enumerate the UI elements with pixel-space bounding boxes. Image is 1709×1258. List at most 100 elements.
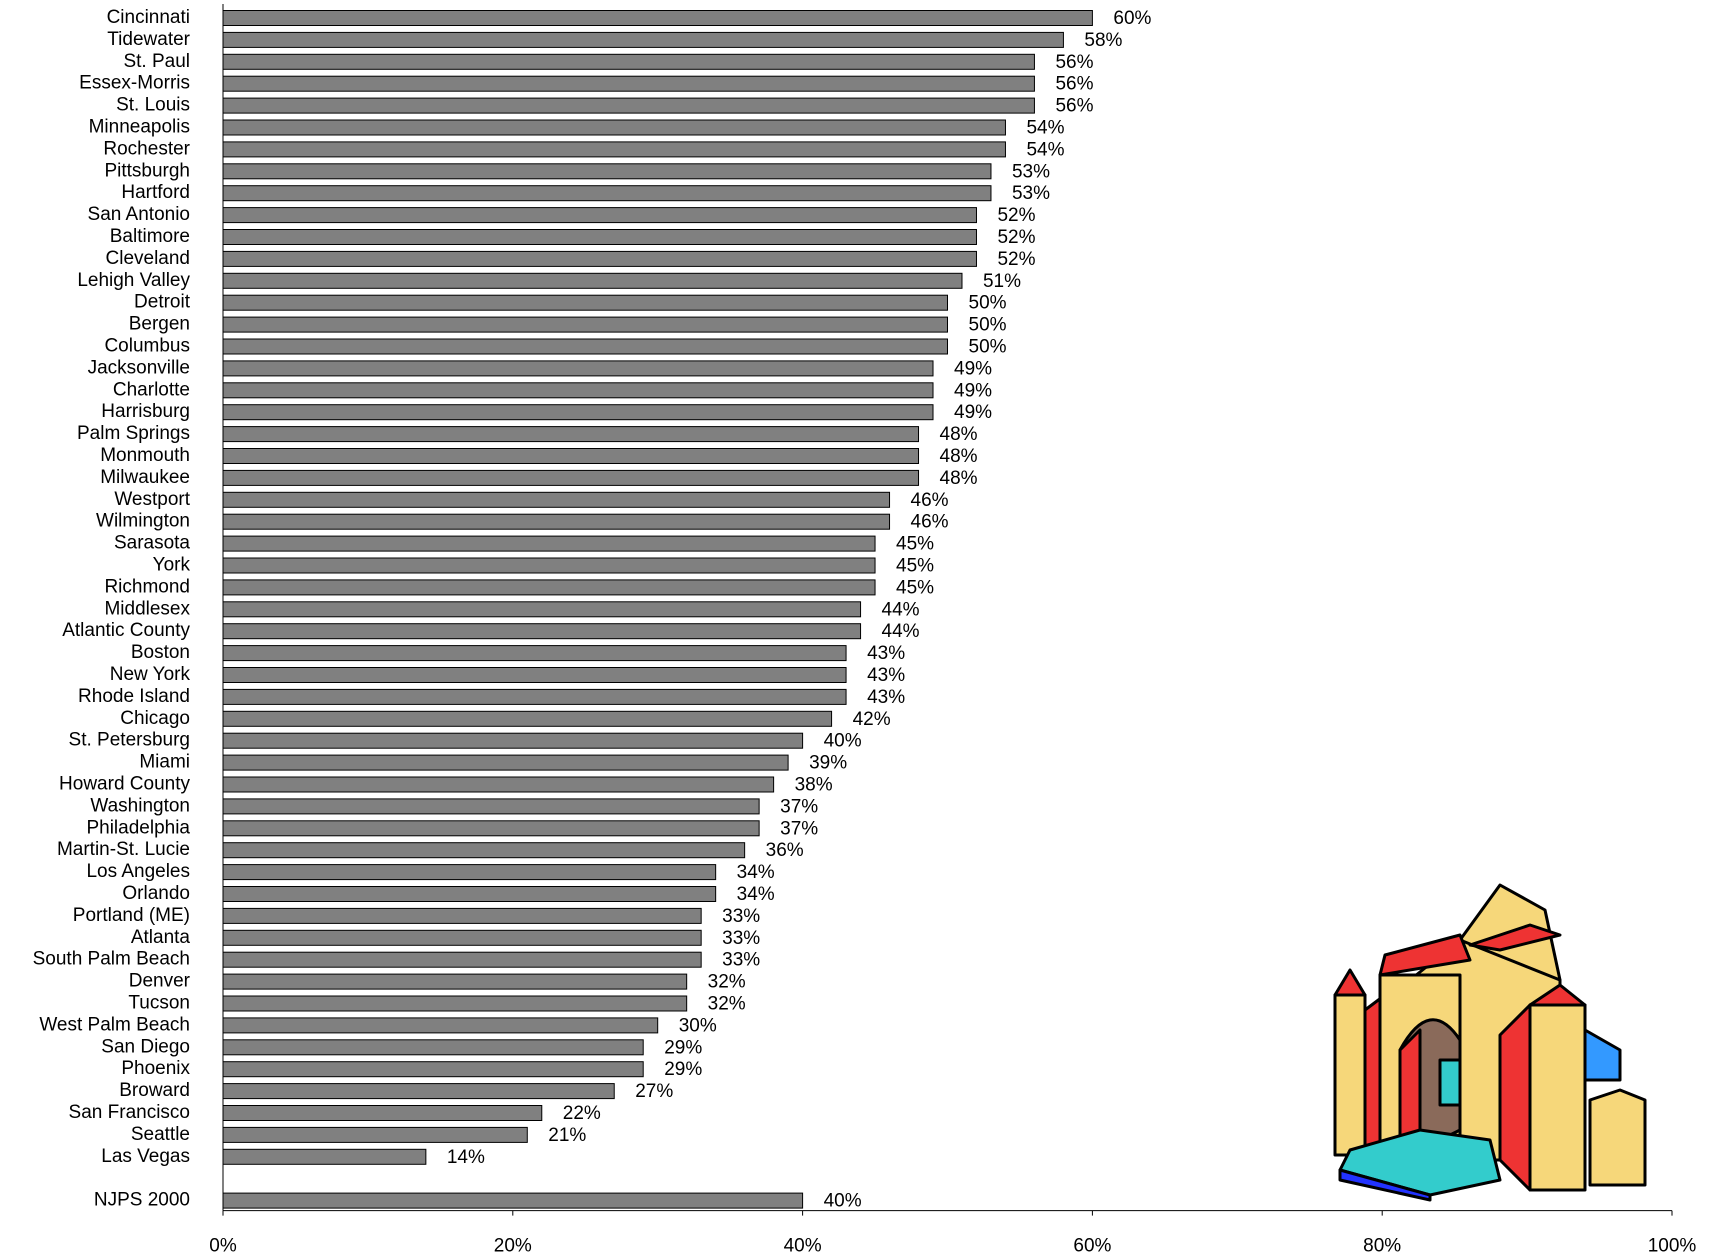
category-label: Philadelphia <box>86 817 190 838</box>
category-label: St. Paul <box>123 51 190 72</box>
value-label: 53% <box>1012 161 1050 182</box>
value-label: 46% <box>911 490 949 511</box>
bar <box>222 929 702 946</box>
value-label: 45% <box>896 556 934 577</box>
category-label: Boston <box>131 642 190 663</box>
category-label: Martin-St. Lucie <box>57 839 190 860</box>
value-label: 43% <box>867 643 905 664</box>
category-label: Cleveland <box>106 248 191 269</box>
bar <box>222 53 1035 70</box>
value-label: 51% <box>983 271 1021 292</box>
category-label: Essex-Morris <box>79 73 190 94</box>
bar <box>222 645 847 662</box>
bar <box>222 951 702 968</box>
x-tick-label: 60% <box>1073 1236 1111 1257</box>
bar <box>222 185 992 202</box>
value-label: 30% <box>679 1015 717 1036</box>
bar <box>222 1017 659 1034</box>
value-label: 40% <box>824 1191 862 1212</box>
category-label: Bergen <box>129 314 190 335</box>
value-label: 45% <box>896 577 934 598</box>
category-label: Pittsburgh <box>104 160 190 181</box>
bar <box>222 1083 615 1100</box>
bar <box>222 798 760 815</box>
value-label: 33% <box>722 950 760 971</box>
bar <box>222 10 1093 26</box>
value-label: 58% <box>1084 30 1122 51</box>
bar <box>222 97 1035 114</box>
category-label: Orlando <box>122 883 190 904</box>
value-label: 32% <box>708 972 746 993</box>
category-label: New York <box>110 664 191 685</box>
bar <box>222 688 847 705</box>
bar <box>222 1126 528 1143</box>
value-label: 42% <box>853 709 891 730</box>
value-label: 50% <box>969 293 1007 314</box>
value-label: 48% <box>940 468 978 489</box>
bar <box>222 513 891 530</box>
category-label: West Palm Beach <box>39 1014 190 1035</box>
category-label: Denver <box>129 971 191 992</box>
value-label: 45% <box>896 534 934 555</box>
category-label: San Antonio <box>88 204 190 225</box>
value-label: 29% <box>664 1037 702 1058</box>
value-label: 49% <box>954 402 992 423</box>
category-label: Minneapolis <box>89 117 190 138</box>
bar <box>222 316 948 333</box>
category-label: Jacksonville <box>88 357 190 378</box>
bar <box>222 338 948 355</box>
value-label: 27% <box>635 1081 673 1102</box>
bar <box>222 1039 644 1056</box>
synagogue-clipart <box>1333 883 1647 1202</box>
category-label: Miami <box>139 752 190 773</box>
value-label: 22% <box>563 1103 601 1124</box>
bar <box>222 732 804 749</box>
bar <box>222 1192 804 1209</box>
category-label: South Palm Beach <box>33 949 190 970</box>
category-label: Tucson <box>128 993 190 1014</box>
category-label: St. Petersburg <box>69 730 190 751</box>
category-label: Middlesex <box>104 598 190 619</box>
bar <box>222 557 876 574</box>
category-label: Atlanta <box>131 927 191 948</box>
value-label: 54% <box>1026 118 1064 139</box>
value-label: 14% <box>447 1147 485 1168</box>
value-label: 37% <box>780 796 818 817</box>
category-label: Sarasota <box>114 533 190 554</box>
value-label: 60% <box>1113 8 1151 29</box>
x-tick-label: 0% <box>209 1236 237 1257</box>
bar <box>222 710 833 727</box>
bar <box>222 294 948 311</box>
value-label: 52% <box>997 205 1035 226</box>
bar <box>222 229 977 245</box>
category-label: Lehigh Valley <box>77 270 190 291</box>
category-label: Milwaukee <box>100 467 190 488</box>
bar <box>222 535 876 552</box>
bar <box>222 469 920 486</box>
value-label: 37% <box>780 818 818 839</box>
category-label: Rhode Island <box>78 686 190 707</box>
value-label: 48% <box>940 446 978 467</box>
category-label: Detroit <box>134 292 191 313</box>
x-tick-label: 20% <box>494 1236 532 1257</box>
category-label: Monmouth <box>100 445 190 466</box>
bar <box>222 404 934 421</box>
bar <box>222 623 862 640</box>
value-label: 32% <box>708 994 746 1015</box>
x-tick-label: 100% <box>1648 1236 1697 1257</box>
category-label: Atlantic County <box>62 620 190 641</box>
bar <box>222 426 920 443</box>
bar <box>222 907 702 924</box>
bar <box>222 995 688 1012</box>
bar <box>222 207 977 224</box>
bar <box>222 31 1064 48</box>
value-label: 54% <box>1026 139 1064 160</box>
category-label: San Francisco <box>69 1102 190 1123</box>
value-label: 50% <box>969 315 1007 336</box>
value-label: 43% <box>867 687 905 708</box>
value-label: 39% <box>809 753 847 774</box>
value-label: 48% <box>940 424 978 445</box>
value-label: 43% <box>867 665 905 686</box>
value-label: 40% <box>824 731 862 752</box>
